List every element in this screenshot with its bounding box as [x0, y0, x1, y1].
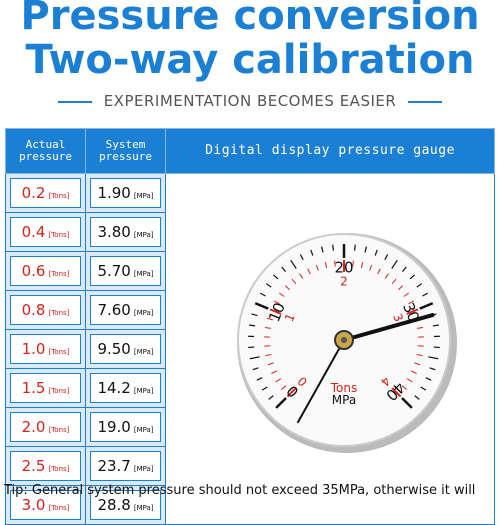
- cell: 1.90 [MPa]: [86, 174, 166, 213]
- system-value: 14.2: [97, 379, 130, 397]
- unit-bottom: MPa: [332, 393, 356, 407]
- unit: [MPa]: [134, 387, 154, 395]
- actual-value: 2.5: [22, 457, 46, 475]
- cell-box: 2.0[Tons]: [10, 412, 81, 442]
- unit: [MPa]: [134, 192, 154, 200]
- cell: 2.5[Tons]: [6, 447, 86, 486]
- actual-value: 0.4: [22, 223, 46, 241]
- cell-box: 3.80 [MPa]: [90, 217, 161, 247]
- unit: [Tons]: [48, 348, 69, 356]
- cell: 7.60 [MPa]: [86, 291, 166, 330]
- cell-box: 9.50 [MPa]: [90, 334, 161, 364]
- cell: 0.4[Tons]: [6, 213, 86, 252]
- system-value: 3.80: [97, 223, 130, 241]
- actual-value: 0.2: [22, 184, 46, 202]
- cell-box: 0.2[Tons]: [10, 178, 81, 208]
- cell-box: 19.0 [MPa]: [90, 412, 161, 442]
- tip: Tip: General system pressure should not …: [4, 483, 475, 498]
- cell: 14.2 [MPa]: [86, 369, 166, 408]
- cell-box: 7.60 [MPa]: [90, 295, 161, 325]
- cell-box: 1.5[Tons]: [10, 373, 81, 403]
- cell: 2.0[Tons]: [6, 408, 86, 447]
- page: {"header": {"title_lines": ["Pressure co…: [0, 0, 500, 500]
- unit: [Tons]: [48, 426, 69, 434]
- system-value: 23.7: [97, 457, 130, 475]
- hub-center: [341, 337, 347, 343]
- cell-box: 5.70 [MPa]: [90, 256, 161, 286]
- unit: [Tons]: [48, 270, 69, 278]
- unit: [MPa]: [134, 231, 154, 239]
- system-value: 5.70: [97, 262, 130, 280]
- header-line: Digital display pressure gauge: [205, 143, 455, 158]
- cell: 19.0 [MPa]: [86, 408, 166, 447]
- cell: 0.2[Tons]: [6, 174, 86, 213]
- actual-value: 1.0: [22, 340, 46, 358]
- outer-tick: [355, 245, 356, 251]
- unit: [MPa]: [134, 270, 154, 278]
- unit: [MPa]: [134, 348, 154, 356]
- unit: [Tons]: [48, 465, 69, 473]
- subtitle-row: EXPERIMENTATION BECOMES EASIER: [0, 92, 500, 110]
- dash: [408, 101, 442, 103]
- unit: [Tons]: [48, 504, 69, 512]
- cell-box: 2.5[Tons]: [10, 451, 81, 481]
- inner-label: 2: [340, 275, 348, 289]
- cell-box: 0.6[Tons]: [10, 256, 81, 286]
- system-value: 1.90: [97, 184, 130, 202]
- cell: 1.5[Tons]: [6, 369, 86, 408]
- actual-value: 1.5: [22, 379, 46, 397]
- system-value: 7.60: [97, 301, 130, 319]
- dash: [58, 101, 92, 103]
- unit: [Tons]: [48, 192, 69, 200]
- title-line: Pressure conversion: [0, 0, 500, 38]
- cell-box: 23.7 [MPa]: [90, 451, 161, 481]
- cell: 3.80 [MPa]: [86, 213, 166, 252]
- outer-tick: [333, 245, 334, 251]
- unit: [MPa]: [134, 309, 154, 317]
- cell-box: 1.90 [MPa]: [90, 178, 161, 208]
- subtitle: EXPERIMENTATION BECOMES EASIER: [104, 92, 397, 110]
- actual-value: 0.8: [22, 301, 46, 319]
- cell-box: 1.0[Tons]: [10, 334, 81, 364]
- cell-box: 14.2 [MPa]: [90, 373, 161, 403]
- system-value: 19.0: [97, 418, 130, 436]
- unit: [Tons]: [48, 387, 69, 395]
- unit: [MPa]: [134, 504, 154, 512]
- cell: 23.7 [MPa]: [86, 447, 166, 486]
- title-line: Two-way calibration: [0, 38, 500, 82]
- system-value: 9.50: [97, 340, 130, 358]
- system-value: 28.8: [97, 496, 130, 514]
- unit: [Tons]: [48, 231, 69, 239]
- actual-value: 0.6: [22, 262, 46, 280]
- cell: 1.0[Tons]: [6, 330, 86, 369]
- cell: 5.70 [MPa]: [86, 252, 166, 291]
- header-line: pressure: [19, 150, 72, 163]
- column-header: Digital display pressure gauge: [166, 129, 495, 174]
- unit: [MPa]: [134, 426, 154, 434]
- unit: [Tons]: [48, 309, 69, 317]
- cell: 0.8[Tons]: [6, 291, 86, 330]
- cell: 9.50 [MPa]: [86, 330, 166, 369]
- actual-value: 3.0: [22, 496, 46, 514]
- unit: [MPa]: [134, 465, 154, 473]
- cell-box: 0.4[Tons]: [10, 217, 81, 247]
- cell: 0.6[Tons]: [6, 252, 86, 291]
- actual-value: 2.0: [22, 418, 46, 436]
- cell-box: 0.8[Tons]: [10, 295, 81, 325]
- header-line: pressure: [99, 150, 152, 163]
